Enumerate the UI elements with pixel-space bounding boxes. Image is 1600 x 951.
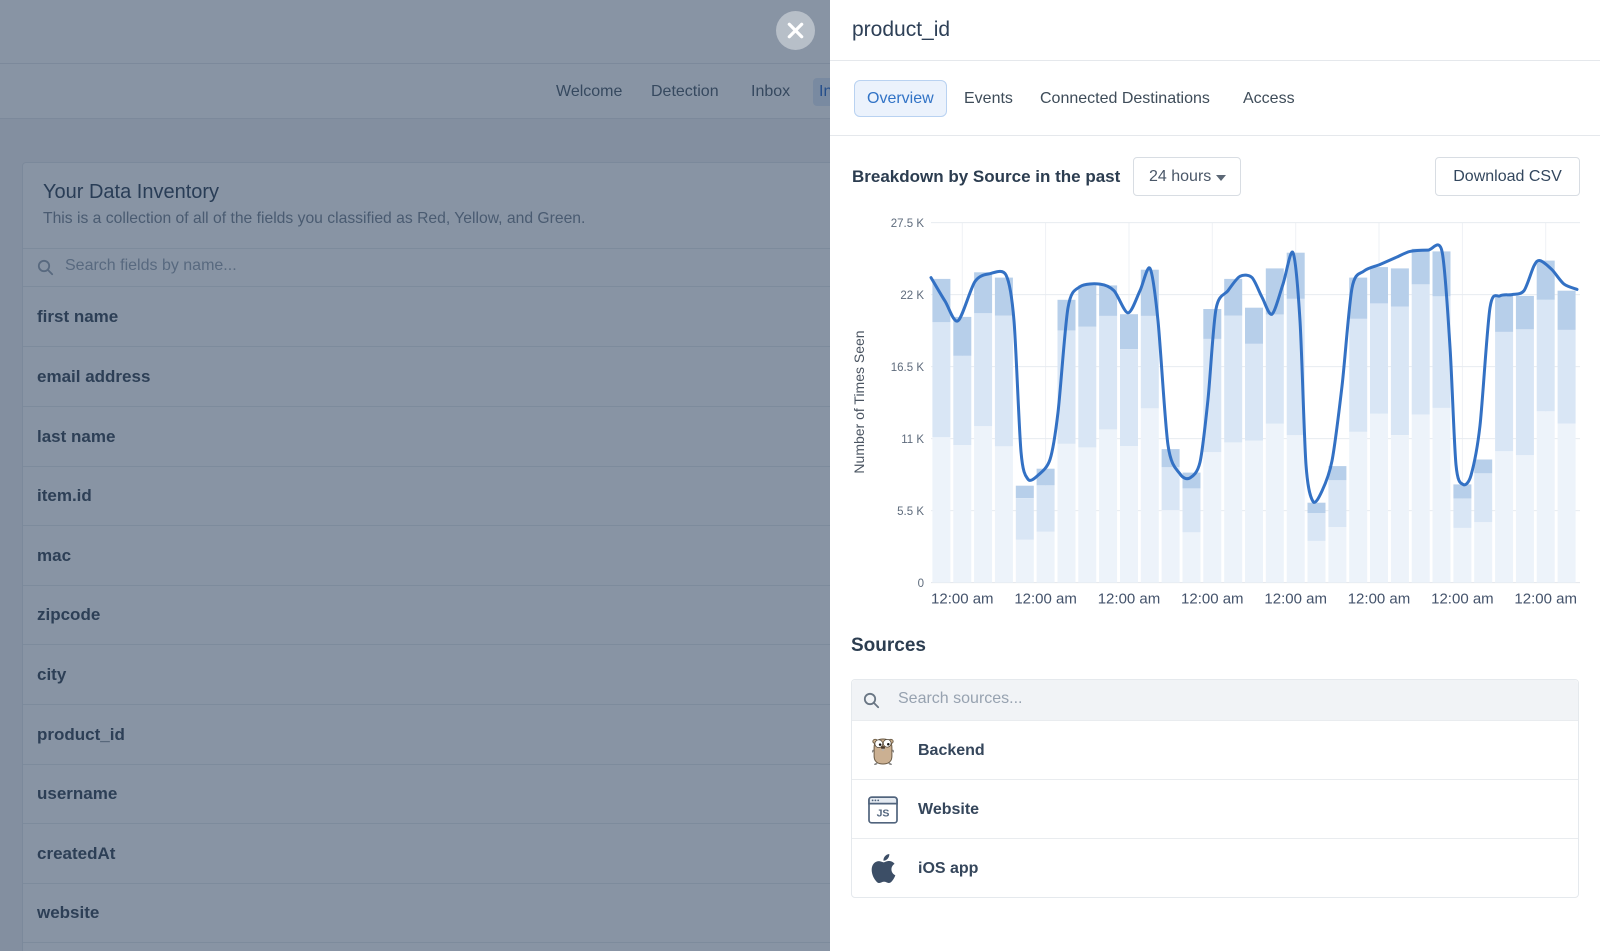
svg-text:27.5 K: 27.5 K [891,218,925,230]
svg-text:12:00 am: 12:00 am [1181,591,1244,608]
svg-text:Number of Times Seen: Number of Times Seen [851,330,867,473]
svg-text:12:00 am: 12:00 am [931,591,994,608]
svg-text:16.5 K: 16.5 K [891,362,925,374]
svg-text:12:00 am: 12:00 am [1098,591,1161,608]
svg-text:0: 0 [918,578,924,590]
svg-text:12:00 am: 12:00 am [1014,591,1077,608]
svg-text:22 K: 22 K [900,290,924,302]
svg-text:12:00 am: 12:00 am [1264,591,1327,608]
svg-text:12:00 am: 12:00 am [1431,591,1494,608]
svg-text:5.5 K: 5.5 K [897,506,924,518]
svg-text:JS: JS [877,807,890,819]
svg-text:12:00 am: 12:00 am [1348,591,1411,608]
svg-text:12:00 am: 12:00 am [1514,591,1577,608]
svg-text:11 K: 11 K [901,434,924,446]
